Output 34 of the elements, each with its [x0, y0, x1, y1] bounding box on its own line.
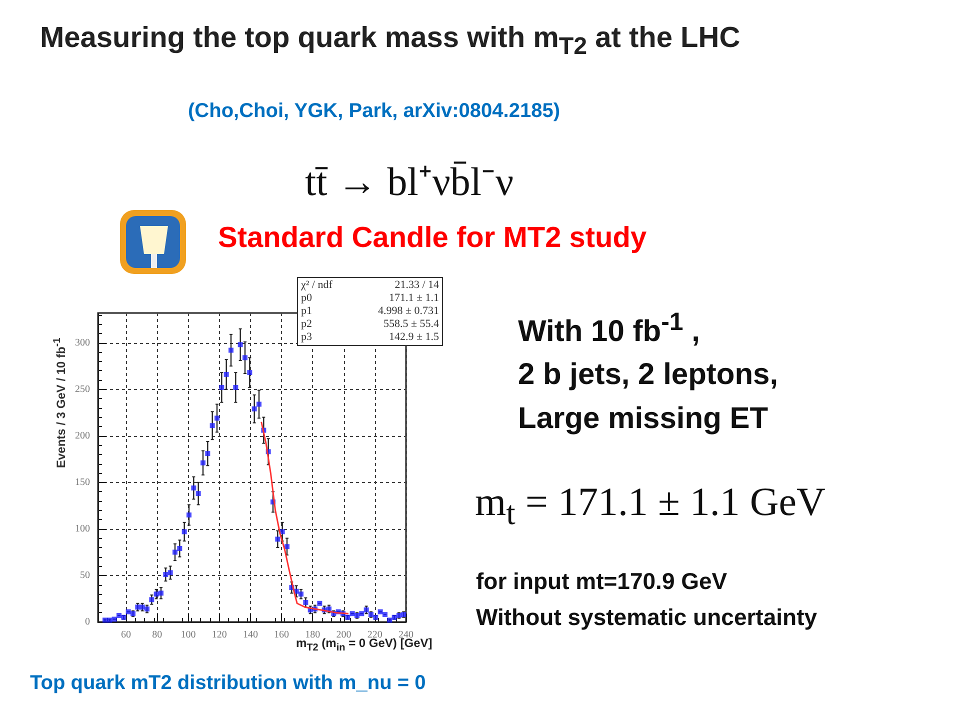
text: With 10 fb$^{-1}$ , [518, 308, 700, 349]
annotation: 558.5 ± 55.4 [383, 318, 439, 331]
annotation: p2 [301, 318, 312, 331]
y-tick-label: 150 [75, 476, 90, 488]
annotation: p1 [301, 305, 312, 318]
y-tick-label: 0 [85, 616, 90, 628]
chart-subtitle: (Cho,Choi, YGK, Park, arXiv:0804.2185) [188, 100, 560, 123]
annotation: p3 [301, 331, 312, 344]
y-tick-label: 250 [75, 384, 90, 395]
x-tick-label: 160 [274, 630, 290, 640]
y-tick-label: 300 [75, 337, 90, 348]
y-tick-label: 100 [75, 523, 90, 534]
text: for input mt=170.9 GeV [476, 568, 728, 595]
x-tick-label: 100 [180, 630, 196, 640]
y-tick-label: 200 [75, 430, 90, 442]
annotation: 142.9 ± 1.5 [388, 331, 439, 344]
text: Standard Candle for MT2 study [218, 222, 647, 255]
text: m$_{t}$ = 171.1 ± 1.1 GeV [475, 478, 826, 533]
x-tick-label: 120 [212, 630, 227, 640]
x-tick-label: 140 [242, 630, 258, 640]
text: 171.1 ± 1.1 [388, 292, 439, 305]
text: 2 b jets, 2 leptons, [518, 358, 778, 392]
text: χ² / ndf [301, 279, 332, 292]
x-tick-label: 80 [152, 630, 162, 640]
y-tick-label: 50 [80, 570, 90, 581]
text: tt̄ → bl⁺νb̄l⁻ν [305, 158, 514, 206]
annotation: 4.998 ± 0.731 [378, 305, 439, 318]
text: Large missing ET [518, 402, 768, 436]
x-tick-label: 60 [121, 630, 131, 640]
text: p0 [301, 292, 312, 305]
chart-title: Measuring the top quark mass with m$_{T2}$ at the LHC [40, 22, 740, 61]
text: Top quark mT2 distribution with m_nu = 0 [30, 672, 426, 695]
text: Without systematic uncertainty [476, 604, 818, 631]
text: 21.33 / 14 [394, 279, 439, 292]
